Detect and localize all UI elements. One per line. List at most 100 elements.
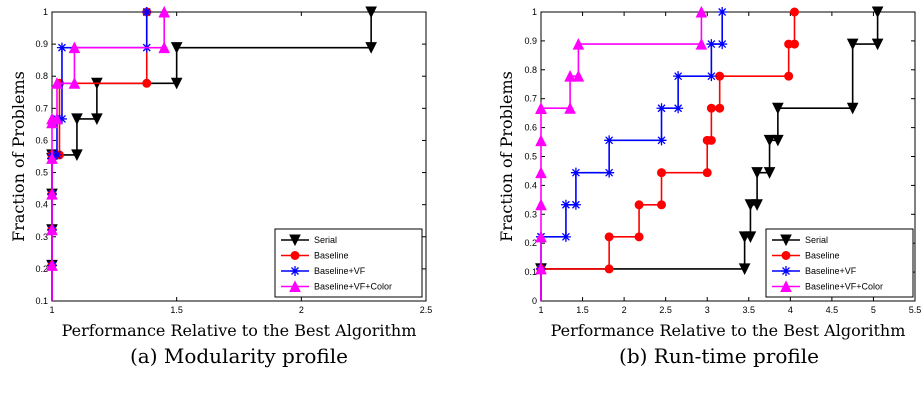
data-point [365,42,377,54]
data-point [673,71,684,82]
y-tick-label: 0.3 [524,209,537,219]
legend-entry-label: Baseline+VF+Color [805,282,883,292]
data-point [715,71,725,81]
data-point [717,39,728,50]
panel-caption: (b) Run-time profile [619,344,819,368]
data-point [763,134,776,147]
data-point [68,41,81,54]
y-tick-label: 0.6 [524,123,537,133]
data-point [657,200,667,210]
y-tick-label: 0.8 [524,65,537,75]
legend-swatch-marker [781,251,791,260]
data-point [51,149,62,160]
x-tick-label: 1.5 [170,305,183,315]
legend-entry-label: Baseline [314,251,349,261]
y-axis-label: Fraction of Problems [497,71,516,242]
data-point [604,264,614,274]
data-point [604,167,615,178]
y-tick-label: 0.7 [35,103,48,113]
data-point [871,38,884,51]
data-point [789,39,799,49]
y-tick-label: 0.1 [35,296,48,306]
series-line [540,12,879,301]
legend-entry-label: Baseline+VF [314,266,366,276]
data-point [535,198,547,211]
x-tick-label: 1 [538,305,543,315]
data-point [560,199,571,210]
y-tick-label: 0.5 [524,152,537,162]
data-point [564,70,576,82]
y-tick-label: 0.5 [35,168,48,178]
x-tick-label: 5 [871,305,876,315]
data-point [706,103,716,113]
data-point [604,135,615,146]
data-point [695,6,708,18]
data-point [715,103,725,113]
data-point [772,102,784,115]
legend-entry-label: Serial [314,235,337,245]
data-point [535,102,547,114]
legend-swatch-marker [289,280,301,292]
data-point [702,168,712,178]
x-tick-label: 2 [299,305,304,315]
data-point [784,71,794,81]
data-point [46,152,58,164]
series-baseline-vf-color [46,6,171,301]
x-axis-label: Performance Relative to the Best Algorit… [551,321,906,340]
y-tick-label: 1 [43,7,48,17]
legend-swatch-marker [289,234,301,247]
data-point [570,199,581,210]
data-point [871,6,884,19]
y-tick-label: 0.2 [35,264,48,274]
data-point [744,231,757,243]
series-baseline-vf-color [535,6,708,301]
run-time-profile-panel: 1 1.5 2 2.5 3 3.5 4 4.5 5 5.5 0 0.1 0.2 0.3 0.4 0.5 0.6 0… [497,6,921,368]
panel-caption: (a) Modularity profile [130,344,348,368]
data-point [91,113,103,126]
data-point [751,199,763,211]
data-point [657,168,667,178]
y-tick-label: 0.6 [35,135,48,145]
y-tick-label: 0.2 [524,238,537,248]
x-tick-label: 4.5 [826,305,839,315]
data-point [141,7,152,17]
data-point [570,167,581,178]
legend-entry-label: Baseline+VF+Color [314,282,392,292]
legend-swatch-marker [290,266,300,276]
data-point [46,187,58,200]
data-point [846,102,859,115]
legend-swatch-marker [290,251,300,260]
data-point [142,78,152,88]
data-point [572,70,585,82]
y-tick-label: 0 [532,296,537,306]
data-point [535,230,547,243]
data-point [763,167,776,179]
data-point [673,103,684,114]
data-point [634,200,644,210]
data-point [738,263,751,276]
legend-swatch-marker [781,266,791,276]
data-point [604,232,614,242]
data-point [789,7,799,17]
y-tick-label: 0.1 [524,267,537,277]
data-point [535,166,547,179]
series-line [540,12,703,301]
y-tick-label: 0.8 [35,71,48,81]
data-point [71,149,83,162]
data-point [656,103,667,114]
y-tick-label: 0.9 [524,36,537,46]
data-point [706,135,716,145]
data-point [535,262,547,275]
data-point [158,41,171,54]
legend-entry-label: Baseline+VF [805,266,857,276]
series-line [51,12,372,301]
legend-swatch-marker [780,234,792,247]
data-point [51,112,63,125]
legend: Serial Baseline Baseline+VF Baseline+VF+Col… [274,228,423,298]
y-tick-label: 1 [532,7,537,17]
x-tick-label: 4 [788,305,793,315]
x-tick-label: 1 [49,305,54,315]
data-point [365,6,377,19]
y-tick-label: 0.3 [35,232,48,242]
